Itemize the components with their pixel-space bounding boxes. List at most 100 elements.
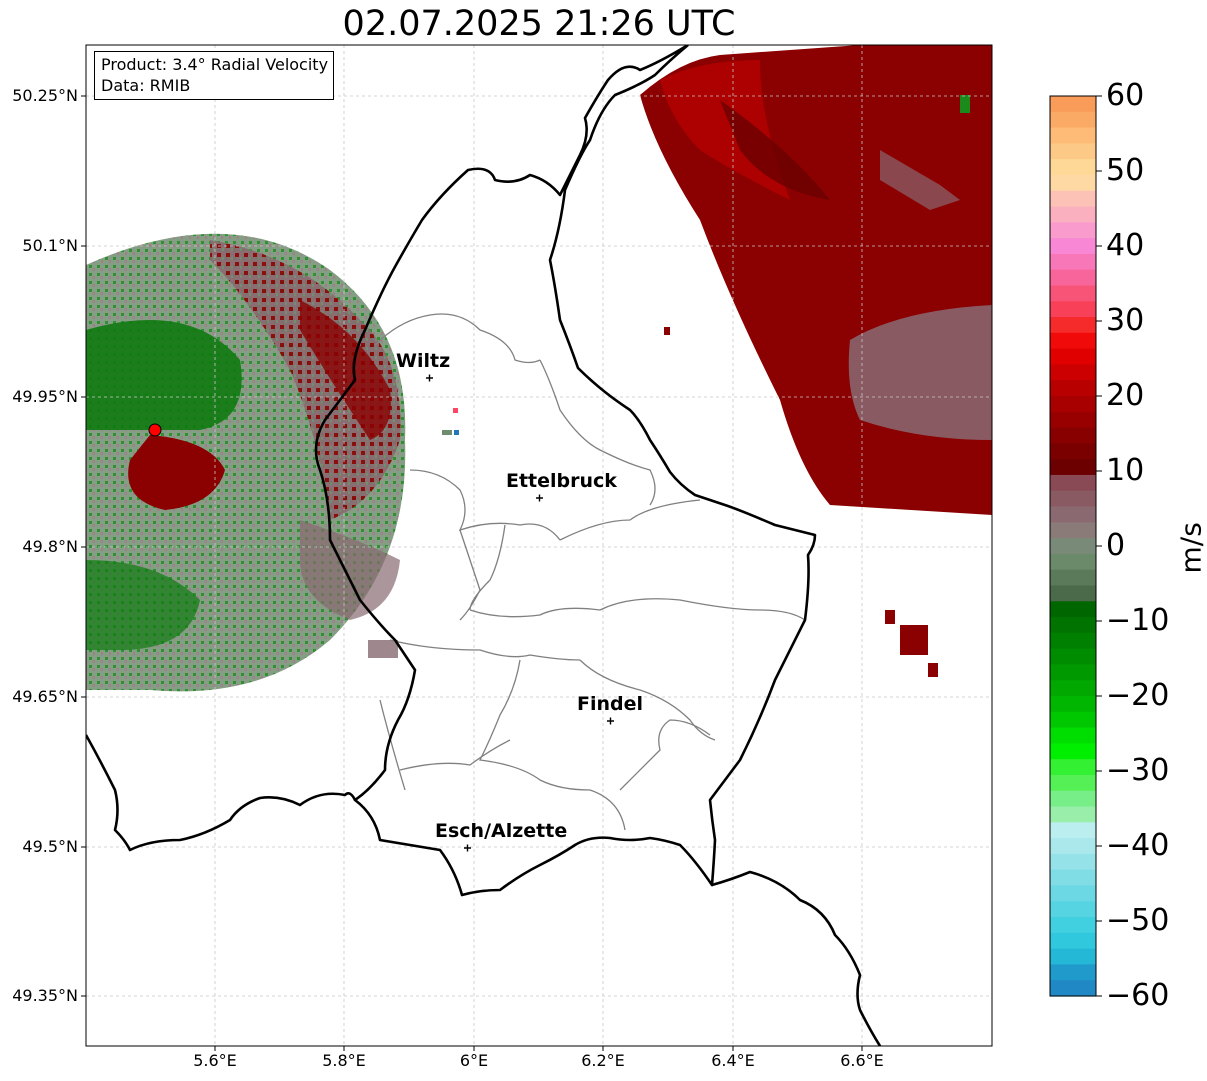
colorbar-band <box>1050 538 1096 555</box>
data-source-label: Data: RMIB <box>101 76 191 95</box>
colorbar-band <box>1050 222 1096 239</box>
colorbar-band <box>1050 127 1096 144</box>
colorbar-band <box>1050 96 1096 113</box>
lon-tick-label: 6.6°E <box>840 1051 884 1070</box>
colorbar-tick-label: 10 <box>1106 453 1145 488</box>
colorbar-tick-label: −60 <box>1106 978 1170 1013</box>
colorbar-tick-label: −50 <box>1106 903 1170 938</box>
colorbar-band <box>1050 790 1096 808</box>
product-label: Product: 3.4° Radial Velocity <box>101 55 329 74</box>
colorbar-band <box>1050 506 1096 523</box>
lon-tick-label: 5.8°E <box>322 1051 366 1070</box>
colorbar-band <box>1050 853 1096 871</box>
colorbar <box>1049 95 1102 997</box>
colorbar-band <box>1050 664 1096 681</box>
city-label-esch-alzette: Esch/Alzette <box>435 820 568 842</box>
lat-tick-label: 50.1°N <box>22 236 78 255</box>
lat-tick-label: 49.95°N <box>12 387 78 406</box>
city-markers <box>426 374 614 852</box>
colorbar-band <box>1050 364 1096 381</box>
colorbar-band <box>1050 522 1096 539</box>
colorbar-band <box>1050 238 1096 255</box>
colorbar-band <box>1050 743 1096 760</box>
colorbar-band <box>1050 885 1096 902</box>
colorbar-band <box>1050 948 1096 966</box>
radar-site-marker <box>148 423 162 437</box>
colorbar-band <box>1050 917 1096 934</box>
colorbar-tick-label: 0 <box>1106 528 1126 563</box>
colorbar-band <box>1050 553 1096 571</box>
colorbar-band <box>1050 980 1096 997</box>
colorbar-band <box>1050 332 1096 350</box>
colorbar-band <box>1050 253 1096 271</box>
colorbar-band <box>1050 932 1096 950</box>
west-radar-echoes <box>86 233 459 692</box>
colorbar-band <box>1050 348 1096 366</box>
colorbar-band <box>1050 317 1096 334</box>
plot-frame <box>85 44 993 1047</box>
colorbar-band <box>1050 285 1096 302</box>
canton-boundaries <box>374 313 806 831</box>
lon-tick-label: 6°E <box>459 1051 489 1070</box>
colorbar-tick-label: −20 <box>1106 678 1170 713</box>
colorbar-band <box>1050 111 1096 129</box>
colorbar-band <box>1050 617 1096 634</box>
colorbar-band <box>1050 759 1096 776</box>
colorbar-tick-label: 20 <box>1106 378 1145 413</box>
lon-tick-label: 6.4°E <box>711 1051 755 1070</box>
colorbar-unit-label: m/s <box>1174 522 1207 574</box>
city-label-wiltz: Wiltz <box>396 350 451 372</box>
colorbar-band <box>1050 569 1096 587</box>
national-borders <box>86 45 882 1046</box>
colorbar-band <box>1050 443 1096 460</box>
colorbar-band <box>1050 632 1096 650</box>
colorbar-band <box>1050 206 1096 223</box>
city-label-ettelbruck: Ettelbruck <box>506 470 617 492</box>
colorbar-band <box>1050 459 1096 476</box>
lon-tick-label: 5.6°E <box>193 1051 237 1070</box>
colorbar-tick-label: 40 <box>1106 228 1145 263</box>
colorbar-band <box>1050 774 1096 792</box>
colorbar-tick-label: −30 <box>1106 753 1170 788</box>
colorbar-band <box>1050 806 1096 823</box>
east-radar-echoes <box>640 45 992 677</box>
colorbar-tick-label: 60 <box>1106 78 1145 113</box>
colorbar-band <box>1050 174 1096 192</box>
colorbar-band <box>1050 585 1096 602</box>
lat-tick-label: 49.35°N <box>12 986 78 1005</box>
colorbar-band <box>1050 396 1096 413</box>
map-title: 02.07.2025 21:26 UTC <box>342 4 736 44</box>
colorbar-band <box>1050 474 1096 492</box>
colorbar-tick-label: −10 <box>1106 603 1170 638</box>
colorbar-band <box>1050 301 1096 318</box>
colorbar-band <box>1050 696 1096 713</box>
lat-tick-label: 49.65°N <box>12 687 78 706</box>
lat-tick-label: 50.25°N <box>12 86 78 105</box>
colorbar-band <box>1050 190 1096 208</box>
lat-tick-label: 49.5°N <box>22 837 78 856</box>
colorbar-band <box>1050 143 1096 160</box>
colorbar-band <box>1050 964 1096 981</box>
colorbar-band <box>1050 648 1096 666</box>
lat-tick-label: 49.8°N <box>22 537 78 556</box>
colorbar-tick-label: −40 <box>1106 828 1170 863</box>
colorbar-band <box>1050 427 1096 444</box>
colorbar-band <box>1050 680 1096 697</box>
colorbar-band <box>1050 822 1096 839</box>
axis-ticks <box>81 95 863 1051</box>
lon-tick-label: 6.2°E <box>581 1051 625 1070</box>
city-label-findel: Findel <box>577 693 644 715</box>
colorbar-band <box>1050 869 1096 887</box>
colorbar-tick-label: 30 <box>1106 303 1145 338</box>
colorbar-band <box>1050 838 1096 855</box>
colorbar-band <box>1050 490 1096 508</box>
colorbar-band <box>1050 269 1096 287</box>
colorbar-band <box>1050 380 1096 397</box>
colorbar-tick-label: 50 <box>1106 153 1145 188</box>
colorbar-band <box>1050 727 1096 744</box>
colorbar-band <box>1050 601 1096 618</box>
colorbar-band <box>1050 159 1096 176</box>
colorbar-band <box>1050 411 1096 429</box>
colorbar-band <box>1050 711 1096 729</box>
